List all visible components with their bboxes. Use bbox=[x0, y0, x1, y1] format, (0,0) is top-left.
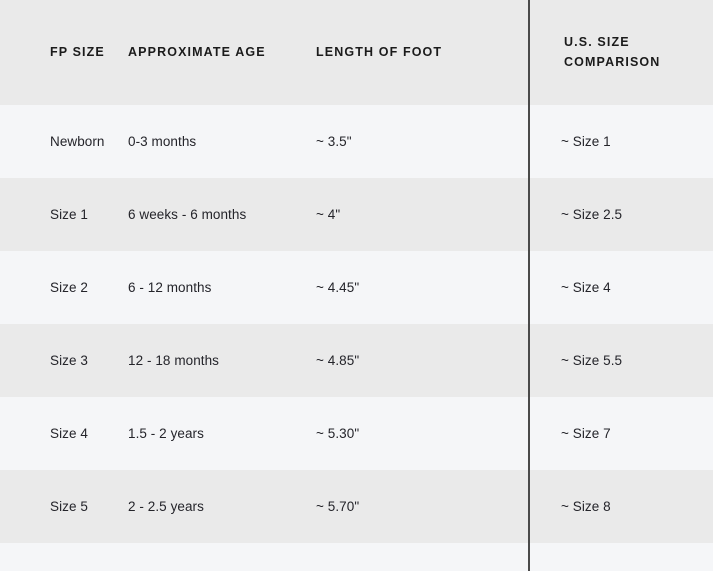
cell-us-size-comparison: ~ Size 1 bbox=[561, 134, 611, 149]
cell-approximate-age: 0-3 months bbox=[128, 134, 197, 149]
cell-length-of-foot: ~ 3.5" bbox=[316, 134, 352, 149]
column-header-fp-size: FP SIZE bbox=[50, 44, 105, 59]
table-header-row: FP SIZE APPROXIMATE AGE LENGTH OF FOOT U… bbox=[0, 0, 713, 105]
table-row: Size 2 6 - 12 months ~ 4.45" ~ Size 4 bbox=[0, 251, 713, 324]
table-body: Newborn 0-3 months ~ 3.5" ~ Size 1 Size … bbox=[0, 105, 713, 543]
cell-fp-size: Size 5 bbox=[50, 499, 88, 514]
column-header-approximate-age: APPROXIMATE AGE bbox=[128, 44, 266, 59]
cell-us-size-comparison: ~ Size 2.5 bbox=[561, 207, 623, 222]
table-row: Size 3 12 - 18 months ~ 4.85" ~ Size 5.5 bbox=[0, 324, 713, 397]
cell-us-size-comparison: ~ Size 8 bbox=[561, 499, 611, 514]
cell-length-of-foot: ~ 4" bbox=[316, 207, 341, 222]
cell-us-size-comparison: ~ Size 5.5 bbox=[561, 353, 623, 368]
column-header-length-of-foot: LENGTH OF FOOT bbox=[316, 44, 443, 59]
cell-fp-size: Newborn bbox=[50, 134, 105, 149]
table-row: Size 5 2 - 2.5 years ~ 5.70" ~ Size 8 bbox=[0, 470, 713, 543]
cell-fp-size: Size 3 bbox=[50, 353, 88, 368]
column-header-us-size-comparison: U.S. SIZE COMPARISON bbox=[564, 35, 661, 69]
cell-length-of-foot: ~ 5.30" bbox=[316, 426, 360, 441]
cell-fp-size: Size 4 bbox=[50, 426, 88, 441]
cell-approximate-age: 6 weeks - 6 months bbox=[128, 207, 247, 222]
cell-approximate-age: 6 - 12 months bbox=[128, 280, 212, 295]
table-row: Size 4 1.5 - 2 years ~ 5.30" ~ Size 7 bbox=[0, 397, 713, 470]
cell-fp-size: Size 1 bbox=[50, 207, 88, 222]
table-row: Newborn 0-3 months ~ 3.5" ~ Size 1 bbox=[0, 105, 713, 178]
size-chart-table: FP SIZE APPROXIMATE AGE LENGTH OF FOOT U… bbox=[0, 0, 713, 543]
cell-us-size-comparison: ~ Size 4 bbox=[561, 280, 611, 295]
cell-length-of-foot: ~ 5.70" bbox=[316, 499, 360, 514]
cell-length-of-foot: ~ 4.45" bbox=[316, 280, 360, 295]
cell-us-size-comparison: ~ Size 7 bbox=[561, 426, 611, 441]
cell-length-of-foot: ~ 4.85" bbox=[316, 353, 360, 368]
cell-approximate-age: 2 - 2.5 years bbox=[128, 499, 204, 514]
cell-approximate-age: 12 - 18 months bbox=[128, 353, 219, 368]
cell-approximate-age: 1.5 - 2 years bbox=[128, 426, 204, 441]
cell-fp-size: Size 2 bbox=[50, 280, 88, 295]
table-header: FP SIZE APPROXIMATE AGE LENGTH OF FOOT U… bbox=[0, 0, 713, 105]
table-row: Size 1 6 weeks - 6 months ~ 4" ~ Size 2.… bbox=[0, 178, 713, 251]
